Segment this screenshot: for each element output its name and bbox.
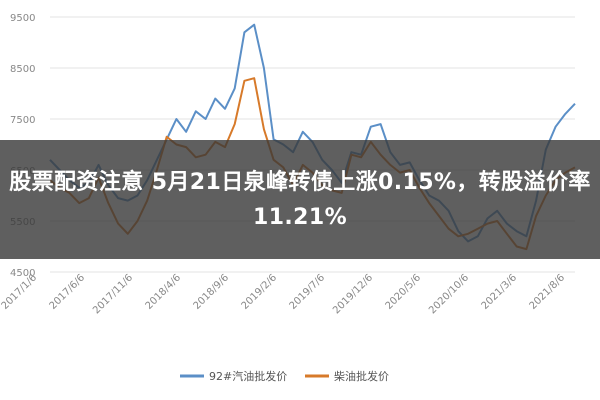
x-tick-label: 2019/2/6 <box>240 272 280 312</box>
x-tick-label: 2021/8/6 <box>528 272 568 312</box>
headline-banner: 股票配资注意 5月21日泉峰转债上涨0.15%，转股溢价率11.21% <box>0 140 600 259</box>
x-tick-label: 2018/4/6 <box>144 272 184 312</box>
x-tick-label: 2017/6/6 <box>48 272 88 312</box>
x-tick-label: 2020/5/6 <box>384 272 424 312</box>
x-tick-label: 2019/7/6 <box>288 272 328 312</box>
legend-label: 柴油批发价 <box>334 369 389 383</box>
legend: 92#汽油批发价 柴油批发价 <box>180 369 389 383</box>
x-tick-label: 2017/11/6 <box>91 272 135 316</box>
x-tick-label: 2019/12/6 <box>331 272 375 316</box>
y-tick-label: 7500 <box>10 115 35 126</box>
legend-label: 92#汽油批发价 <box>209 369 287 383</box>
y-tick-label: 4500 <box>10 268 35 279</box>
x-axis-tick-labels: 2017/1/6 2017/6/6 2017/11/6 2018/4/6 2018/9/… <box>0 272 567 316</box>
headline-text: 股票配资注意 5月21日泉峰转债上涨0.15%，转股溢价率11.21% <box>9 169 591 230</box>
x-tick-label: 2018/9/6 <box>192 272 232 312</box>
x-tick-label: 2020/10/6 <box>427 272 471 316</box>
y-tick-label: 8500 <box>10 64 35 75</box>
x-tick-label: 2021/3/6 <box>480 272 520 312</box>
y-tick-label: 9500 <box>10 13 35 24</box>
